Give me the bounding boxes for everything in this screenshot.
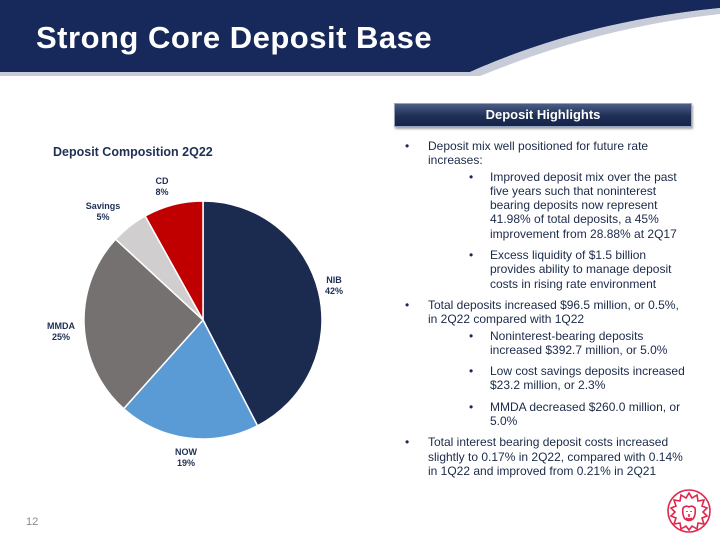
highlight-sub-bullet: Excess liquidity of $1.5 billion provide… xyxy=(428,248,688,291)
slide-title: Strong Core Deposit Base xyxy=(36,20,433,55)
pie-slice-nib xyxy=(202,200,323,427)
chart-title: Deposit Composition 2Q22 xyxy=(53,145,213,159)
pie-label-nib-value: 42% xyxy=(325,286,343,296)
highlight-bullet-text: Total interest bearing deposit costs inc… xyxy=(428,435,683,478)
page-number: 12 xyxy=(26,516,39,528)
deposit-highlights-header: Deposit Highlights xyxy=(394,103,692,127)
highlight-sub-bullet: MMDA decreased $260.0 million, or 5.0% xyxy=(428,400,688,429)
pie-slice-now xyxy=(122,318,259,440)
highlight-bullet: Deposit mix well positioned for future r… xyxy=(403,139,688,291)
pie-label-now-value: 19% xyxy=(177,458,195,468)
lion-head-logo-icon xyxy=(667,489,711,533)
pie-label-savings-category: Savings xyxy=(86,201,121,211)
pie-label-mmda-value: 25% xyxy=(52,332,70,342)
highlight-sub-bullet: Noninterest-bearing deposits increased $… xyxy=(428,329,688,358)
pie-label-nib-category: NIB xyxy=(326,275,342,285)
highlight-sub-bullet: Low cost savings deposits increased $23.… xyxy=(428,364,688,393)
highlight-bullet: Total deposits increased $96.5 million, … xyxy=(403,298,688,428)
deposit-highlights-list: Deposit mix well positioned for future r… xyxy=(403,139,688,484)
pie-label-savings-value: 5% xyxy=(96,212,109,222)
pie-slice-cd xyxy=(144,200,204,323)
pie-label-cd-value: 8% xyxy=(155,187,168,197)
pie-label-mmda-category: MMDA xyxy=(47,321,75,331)
highlight-bullet: Total interest bearing deposit costs inc… xyxy=(403,435,688,478)
highlight-sub-bullet: Improved deposit mix over the past five … xyxy=(428,170,688,241)
pie-label-now-category: NOW xyxy=(175,447,198,457)
highlight-bullet-text: Deposit mix well positioned for future r… xyxy=(428,139,649,168)
pie-label-cd-category: CD xyxy=(156,176,169,186)
header-banner xyxy=(0,0,720,76)
highlight-bullet-text: Total deposits increased $96.5 million, … xyxy=(428,297,679,327)
pie-slice-mmda xyxy=(83,238,205,410)
